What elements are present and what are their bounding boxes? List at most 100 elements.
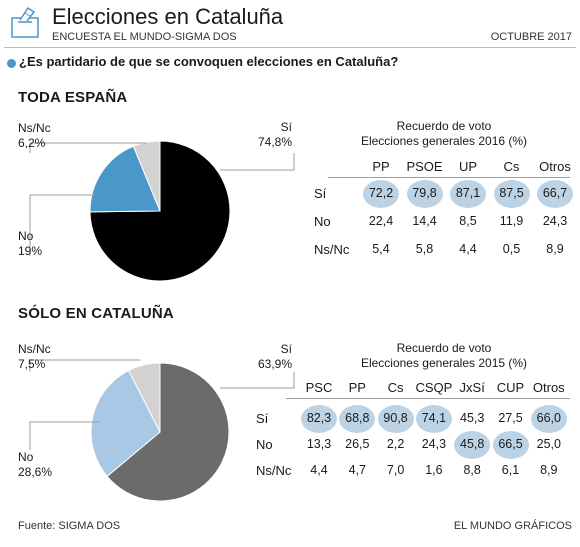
leader-line-si (220, 372, 295, 389)
leader-line-no (29, 194, 95, 256)
highlight-marker (492, 431, 529, 459)
highlight-marker (339, 405, 376, 433)
table-cell: 87,5 (499, 186, 524, 200)
table-cell: 79,8 (412, 186, 437, 200)
table-title-espana: Recuerdo de voto Elecciones generales 201… (360, 119, 528, 148)
pie-label-no-cataluna: No 28,6% (18, 450, 53, 479)
table-column-header: PP (372, 159, 390, 174)
table-cell: 8,8 (463, 463, 481, 477)
table-cell: 8,5 (459, 214, 477, 228)
table-cell: 5,8 (415, 242, 434, 256)
table-column-header: Cs (503, 159, 520, 174)
pie-slice-no-cataluna (90, 369, 161, 478)
table-row-label: Ns/Nc (314, 242, 350, 257)
table-divider (328, 177, 570, 178)
table-cell: 45,8 (460, 437, 485, 451)
table-cell: 2,2 (386, 437, 405, 451)
table-cell: 1,6 (425, 463, 443, 477)
pie-slice-s-cataluna (106, 362, 230, 502)
table-cell: 66,7 (542, 186, 568, 200)
pie-label-si-cataluna: Sí 63,9% (257, 342, 292, 371)
table-column-header: UP (458, 159, 478, 174)
table-column-header: PP (348, 380, 366, 395)
table-column-header: JxSí (459, 380, 485, 395)
highlight-marker (406, 180, 443, 208)
table-cell: 82,3 (306, 411, 332, 425)
highlight-marker (301, 405, 337, 433)
table-cell: 27,5 (498, 411, 523, 425)
source-note: Fuente: SIGMA DOS (18, 520, 121, 532)
table-cell: 24,3 (542, 214, 568, 228)
table-column-header: CUP (496, 380, 525, 395)
table-cell: 14,4 (412, 214, 437, 228)
table-column-header: Otros (539, 159, 571, 174)
survey-question: ¿Es partidario de que se convoquen elecc… (19, 54, 399, 69)
table-cell: 72,2 (368, 186, 394, 200)
table-cell: 87,1 (455, 186, 481, 200)
table-cell: 8,9 (540, 463, 558, 477)
pie-chart-espana (29, 140, 295, 282)
table-cell: 0,5 (502, 242, 521, 256)
table-row-label: Sí (314, 186, 327, 201)
table-cell: 4,4 (310, 463, 328, 477)
highlight-marker (450, 180, 486, 208)
table-cell: 4,7 (348, 463, 366, 477)
table-cell: 26,5 (345, 437, 370, 451)
table-cell: 4,4 (459, 242, 477, 256)
table-title-cataluna: Recuerdo de voto Elecciones generales 201… (360, 341, 528, 370)
table-column-header: PSOE (406, 159, 443, 174)
page-title: Elecciones en Cataluña (52, 4, 284, 29)
highlight-marker (454, 431, 491, 459)
highlight-marker (377, 405, 414, 433)
pie-label-nsnc-espana: Ns/Nc 6,2% (18, 121, 51, 150)
pie-label-si-espana: Sí 74,8% (257, 120, 292, 149)
table-column-header: CSQP (415, 380, 453, 395)
highlight-marker (363, 180, 399, 208)
date-label: OCTUBRE 2017 (490, 31, 572, 43)
highlight-marker (493, 180, 530, 208)
table-row-label: No (256, 437, 273, 452)
table-cell: 8,9 (546, 242, 564, 256)
table-cell: 6,1 (501, 463, 520, 477)
leader-line-nsnc (29, 359, 140, 372)
pie-slice-no-espana (89, 145, 161, 213)
table-cell: 66,0 (536, 411, 561, 425)
highlight-marker (415, 405, 452, 433)
table-cell: 45,3 (460, 411, 485, 425)
leader-line-no (29, 421, 100, 450)
table-row-label: No (314, 214, 331, 229)
table-cell: 66,5 (498, 437, 523, 451)
table-row-label: Sí (256, 411, 269, 426)
pie-slice-nsnc-cataluna (128, 362, 161, 433)
table-divider (286, 398, 570, 399)
table-cell: 74,1 (421, 411, 447, 425)
table-cell: 7,0 (386, 463, 405, 477)
pie-slice-nsnc-espana (132, 140, 161, 212)
leader-line-nsnc (29, 142, 147, 153)
bullet-dot-icon (7, 59, 16, 68)
table-cell: 68,8 (345, 411, 370, 425)
highlight-marker (537, 180, 573, 208)
pie-chart-cataluna (29, 359, 295, 502)
table-cell: 13,3 (306, 437, 332, 451)
section-title-cataluna: SÓLO EN CATALUÑA (18, 305, 174, 322)
table-cell: 11,9 (499, 214, 524, 228)
credit-note: EL MUNDO GRÁFICOS (453, 520, 572, 532)
header-divider (4, 47, 576, 48)
table-cell: 5,4 (372, 242, 390, 256)
pie-label-no-espana: No 19% (18, 229, 43, 258)
highlight-marker (530, 405, 567, 433)
page-subtitle: ENCUESTA EL MUNDO-SIGMA DOS (52, 31, 237, 43)
table-cell: 22,4 (368, 214, 394, 228)
table-row-label: Ns/Nc (256, 463, 292, 478)
pie-label-nsnc-cataluna: Ns/Nc 7,5% (18, 342, 51, 371)
table-cell: 24,3 (421, 437, 447, 451)
table-column-header: Cs (387, 380, 404, 395)
leader-line-si (220, 153, 295, 171)
table-cell: 25,0 (536, 437, 561, 451)
table-column-header: Otros (532, 380, 565, 395)
ballot-box-icon (6, 4, 46, 45)
table-cell: 90,8 (383, 411, 408, 425)
table-column-header: PSC (305, 380, 333, 395)
section-title-espana: TODA ESPAÑA (18, 89, 128, 106)
